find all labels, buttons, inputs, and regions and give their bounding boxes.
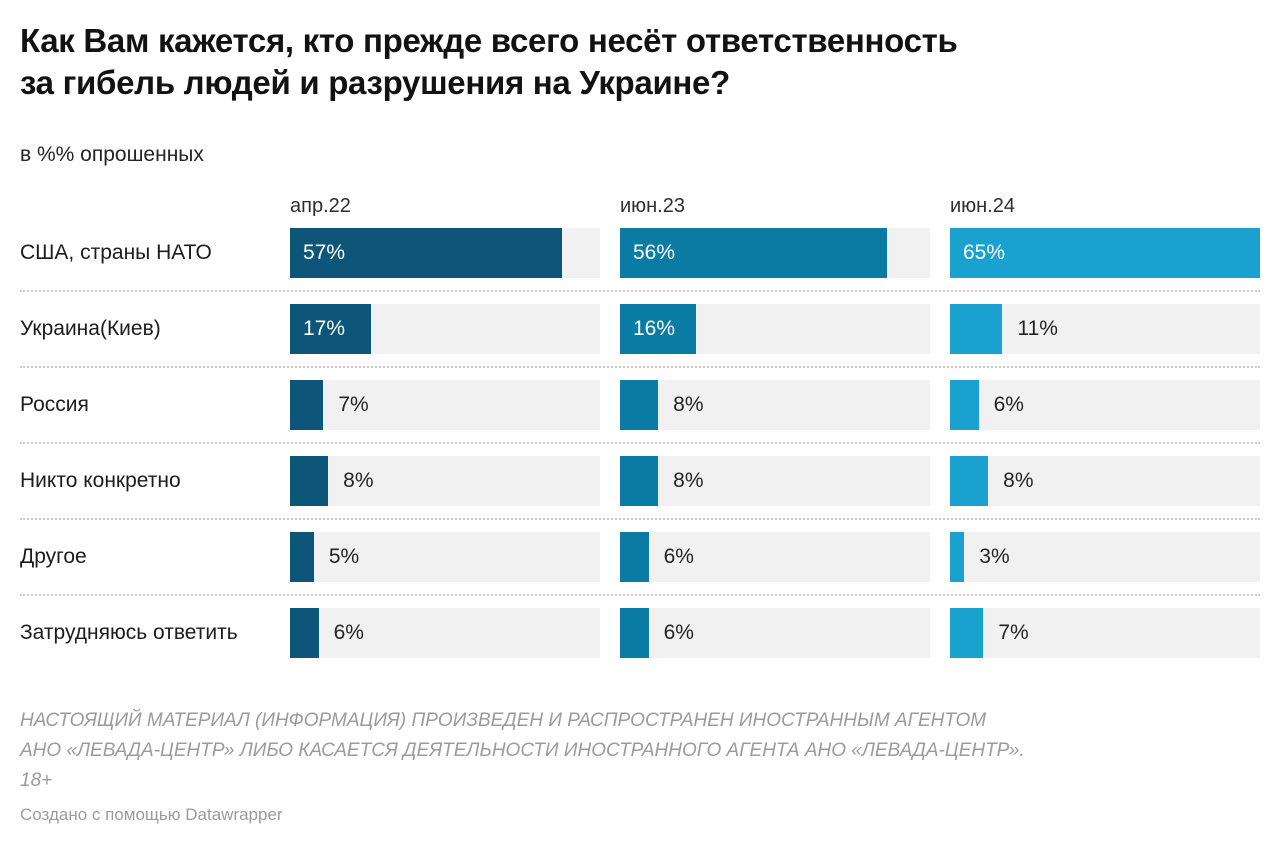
bar-track: 11% [950, 304, 1260, 354]
bar-track: 6% [290, 608, 600, 658]
bar-track: 5% [290, 532, 600, 582]
value-label: 8% [1003, 469, 1034, 492]
value-label: 16% [633, 317, 676, 340]
column-header-row: апр.22 июн.23 июн.24 [20, 196, 1260, 216]
bar [290, 608, 319, 658]
value-label: 7% [338, 393, 369, 416]
disclaimer-line-3: 18+ [20, 770, 53, 791]
page-title-line-1: Как Вам кажется, кто прежде всего несёт … [20, 22, 958, 59]
bar-track: 57% [290, 228, 600, 278]
value-label: 6% [663, 621, 694, 644]
bar [620, 456, 659, 506]
value-label: 65% [963, 241, 1006, 264]
bar [950, 304, 1003, 354]
value-label: 6% [333, 621, 364, 644]
value-label: 3% [979, 545, 1010, 568]
bar [950, 532, 965, 582]
chart-subtitle: в %% опрошенных [20, 143, 204, 166]
bar-track: 6% [950, 380, 1260, 430]
bar-track: 8% [620, 456, 930, 506]
bar-track: 56% [620, 228, 930, 278]
disclaimer-line-2: АНО «ЛЕВАДА-ЦЕНТР» ЛИБО КАСАЕТСЯ ДЕЯТЕЛЬ… [20, 740, 1025, 761]
row-label: Россия [20, 393, 89, 416]
bar [620, 228, 888, 278]
value-label: 7% [998, 621, 1029, 644]
datawrapper-credit-link[interactable]: Создано с помощью Datawrapper [20, 805, 283, 824]
table-row: Никто конкретно 8% 8% 8% [20, 444, 1260, 520]
page-title-line-2: за гибель людей и разрушения на Украине? [20, 64, 730, 101]
value-label: 11% [1017, 317, 1058, 340]
bar-track: 16% [620, 304, 930, 354]
bar [290, 532, 314, 582]
value-label: 6% [993, 393, 1024, 416]
bar [620, 380, 659, 430]
row-label: Украина(Киев) [20, 317, 161, 340]
value-label: 8% [343, 469, 374, 492]
value-label: 8% [673, 393, 704, 416]
bar [950, 228, 1260, 278]
chart-rows: США, страны НАТО 57% 56% 65% Украина(Киев) 17… [20, 216, 1260, 670]
table-row: Россия 7% 8% 6% [20, 368, 1260, 444]
bar [620, 608, 649, 658]
bar [290, 456, 329, 506]
bar-track: 7% [950, 608, 1260, 658]
bar [950, 380, 979, 430]
table-row: Другое 5% 6% 3% [20, 520, 1260, 596]
bar [290, 304, 372, 354]
bar-track: 65% [950, 228, 1260, 278]
bar [620, 304, 697, 354]
value-label: 17% [303, 317, 346, 340]
bar-track: 7% [290, 380, 600, 430]
bar [620, 532, 649, 582]
column-header-3: июн.24 [950, 195, 1016, 217]
row-label: Никто конкретно [20, 469, 181, 492]
table-row: США, страны НАТО 57% 56% 65% [20, 216, 1260, 292]
value-label: 56% [633, 241, 676, 264]
column-header-1: апр.22 [290, 195, 351, 217]
bar-track: 6% [620, 532, 930, 582]
value-label: 8% [673, 469, 704, 492]
chart-footer: НАСТОЯЩИЙ МАТЕРИАЛ (ИНФОРМАЦИЯ) ПРОИЗВЕД… [20, 706, 1260, 825]
bar-chart: апр.22 июн.23 июн.24 США, страны НАТО 57% 56… [20, 196, 1260, 670]
bar-track: 3% [950, 532, 1260, 582]
bar [950, 456, 989, 506]
foreign-agent-disclaimer: НАСТОЯЩИЙ МАТЕРИАЛ (ИНФОРМАЦИЯ) ПРОИЗВЕД… [20, 706, 1260, 796]
table-row: Затрудняюсь ответить 6% 6% 7% [20, 596, 1260, 670]
bar-track: 8% [620, 380, 930, 430]
bar [950, 608, 984, 658]
value-label: 5% [328, 545, 360, 568]
row-label: Другое [20, 545, 87, 568]
bar-track: 17% [290, 304, 600, 354]
bar-track: 6% [620, 608, 930, 658]
table-row: Украина(Киев) 17% 16% 11% [20, 292, 1260, 368]
row-label: США, страны НАТО [20, 241, 212, 264]
value-label: 57% [303, 241, 346, 264]
bar [290, 228, 562, 278]
bar [290, 380, 324, 430]
value-label: 6% [663, 545, 694, 568]
page-title: Как Вам кажется, кто прежде всего несёт … [20, 20, 1260, 104]
row-label: Затрудняюсь ответить [20, 621, 238, 644]
column-header-2: июн.23 [620, 195, 686, 217]
bar-track: 8% [950, 456, 1260, 506]
disclaimer-line-1: НАСТОЯЩИЙ МАТЕРИАЛ (ИНФОРМАЦИЯ) ПРОИЗВЕД… [20, 710, 987, 731]
bar-track: 8% [290, 456, 600, 506]
